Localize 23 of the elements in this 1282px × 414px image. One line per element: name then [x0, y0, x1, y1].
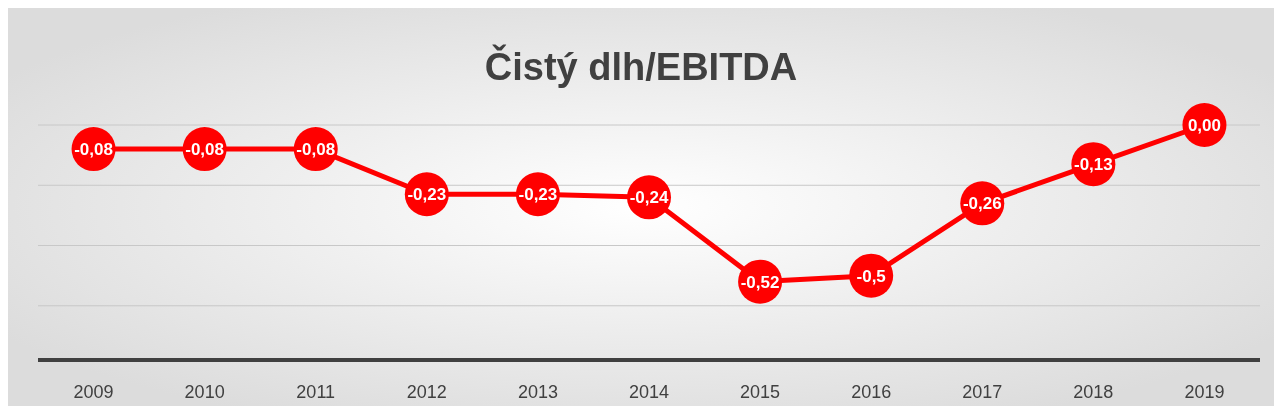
data-label: -0,08: [185, 140, 225, 160]
data-label: -0,08: [296, 140, 336, 160]
data-label: -0,24: [629, 188, 669, 208]
x-tick-label: 2011: [296, 382, 336, 402]
chart-title: Čistý dlh/EBITDA: [484, 44, 798, 88]
x-tick-label: 2013: [517, 382, 558, 402]
x-tick-label: 2012: [406, 382, 447, 402]
data-label: 0,00: [1187, 116, 1221, 135]
x-tick-label: 2009: [73, 382, 114, 402]
data-label: -0,5: [856, 266, 886, 286]
x-tick-label: 2019: [1184, 382, 1225, 402]
data-label: -0,26: [962, 194, 1002, 214]
x-tick-label: 2010: [184, 382, 225, 402]
data-label: -0,23: [518, 185, 558, 205]
x-tick-label: 2016: [851, 382, 892, 402]
data-label: -0,23: [407, 185, 447, 205]
x-tick-label: 2017: [962, 382, 1003, 402]
x-tick-label: 2014: [628, 382, 670, 402]
data-label: -0,52: [740, 272, 780, 292]
data-label: -0,08: [74, 140, 113, 160]
x-tick-label: 2018: [1073, 382, 1114, 402]
data-label: -0,13: [1073, 155, 1113, 175]
x-tick-label: 2015: [740, 382, 781, 402]
